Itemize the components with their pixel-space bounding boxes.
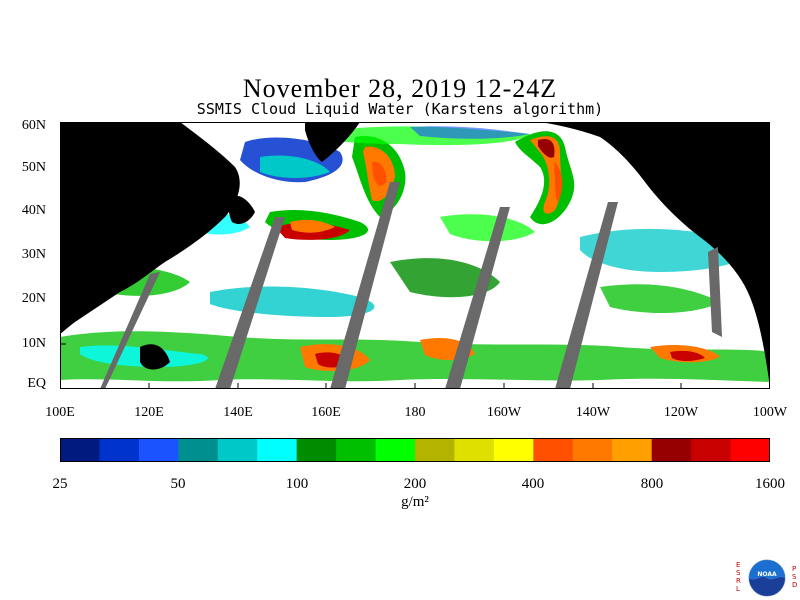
north-america — [540, 122, 770, 387]
lon-label-140e: 140E — [223, 405, 253, 420]
lon-label-100e: 100E — [45, 405, 75, 420]
logo-right-text-2: D — [792, 581, 797, 589]
kamchatka — [305, 122, 360, 162]
lon-label-120e: 120E — [134, 405, 164, 420]
colorbar-cell — [296, 438, 337, 462]
swath-gaps — [100, 182, 722, 389]
colorbar-label-50: 50 — [170, 476, 186, 492]
map-subtitle: SSMIS Cloud Liquid Water (Karstens algor… — [196, 100, 604, 118]
map-title: November 28, 2019 12-24Z — [242, 74, 558, 103]
colorbar-cell — [612, 438, 653, 462]
lat-label-50n: 50N — [21, 160, 46, 175]
map-ticks — [60, 122, 682, 389]
colorbar-cell — [257, 438, 298, 462]
colorbar-label-800: 800 — [640, 476, 664, 492]
colorbar-label-1600: 1600 — [755, 476, 785, 492]
lat-label-10n: 10N — [21, 336, 46, 351]
colorbar-cell — [138, 438, 179, 462]
logo-right-text-0: P — [792, 565, 796, 573]
japan — [228, 195, 255, 224]
lat-label-60n: 60N — [21, 118, 46, 133]
colorbar-frame — [60, 438, 770, 462]
logo-emblem-text: NOAA — [757, 571, 777, 578]
colorbar-cell — [730, 438, 770, 462]
lon-label-160w: 160W — [486, 405, 522, 420]
colorbar — [60, 438, 770, 462]
lon-label-120w: 120W — [663, 405, 699, 420]
colorbar-label-200: 200 — [403, 476, 427, 492]
colorbar-cell — [60, 438, 100, 462]
noaa-esrl-psd-logo: E S R L P S D NOAA — [736, 559, 797, 597]
land-masses — [60, 122, 770, 387]
cloud-liquid-water-map — [60, 122, 770, 389]
lat-label-40n: 40N — [21, 203, 46, 218]
lon-label-180: 180 — [404, 405, 426, 420]
logo-right-text-1: S — [792, 573, 797, 581]
colorbar-cell — [572, 438, 613, 462]
colorbar-units: g/m² — [401, 494, 429, 510]
colorbar-cell — [336, 438, 377, 462]
lat-label-20n: 20N — [21, 291, 46, 306]
colorbar-label-400: 400 — [521, 476, 545, 492]
colorbar-cell — [533, 438, 574, 462]
colorbar-label-100: 100 — [285, 476, 309, 492]
logo-left-text-0: E — [736, 561, 740, 569]
colorbar-cell — [99, 438, 140, 462]
logo-left-text-1: S — [736, 569, 741, 577]
asia-landmass — [60, 122, 240, 334]
colorbar-cell — [651, 438, 692, 462]
colorbar-cell — [178, 438, 219, 462]
lon-label-100w: 100W — [752, 405, 788, 420]
colorbar-label-25: 25 — [52, 476, 68, 492]
logo-left-text-2: R — [736, 577, 741, 585]
colorbar-cell — [217, 438, 258, 462]
colorbar-cell — [375, 438, 416, 462]
lat-label-eq: EQ — [27, 376, 46, 391]
lon-label-140w: 140W — [575, 405, 611, 420]
colorbar-cell — [415, 438, 455, 462]
colorbar-cell — [493, 438, 534, 462]
colorbar-cell — [691, 438, 732, 462]
logo-left-text-3: L — [736, 585, 740, 593]
lon-label-160e: 160E — [311, 405, 341, 420]
lat-label-30n: 30N — [21, 247, 46, 262]
colorbar-cell — [454, 438, 495, 462]
philippines — [140, 344, 170, 370]
